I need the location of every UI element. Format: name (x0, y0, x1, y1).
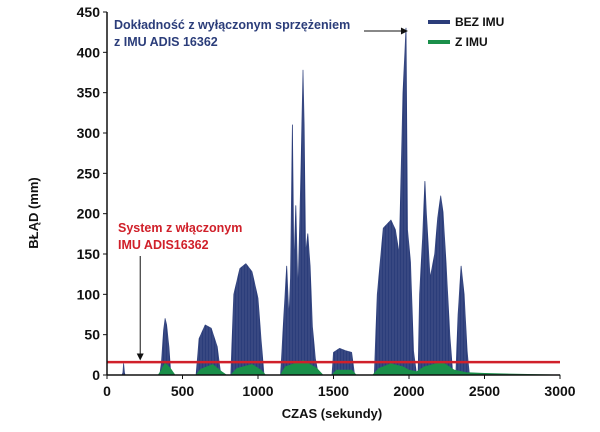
x-tick-label: 2000 (393, 383, 424, 399)
legend-label-z-imu: Z IMU (455, 35, 488, 49)
annotation-top-line-1: Dokładność z wyłączonym sprzężeniem (114, 18, 350, 32)
annotation-bottom-line-1: System z włączonym (118, 221, 242, 235)
y-tick-label: 50 (84, 327, 100, 343)
x-tick-label: 500 (171, 383, 195, 399)
x-axis-label: CZAS (sekundy) (282, 406, 382, 421)
y-tick-label: 450 (77, 4, 101, 20)
y-tick-label: 300 (77, 125, 101, 141)
x-tick-label: 3000 (544, 383, 575, 399)
y-tick-label: 0 (92, 367, 100, 383)
data-layer (106, 12, 561, 376)
x-tick-label: 1000 (242, 383, 273, 399)
x-ticks: 0 500 1000 1500 2000 2500 3000 (103, 375, 576, 399)
y-ticks: 0 50 100 150 200 250 300 350 400 450 (77, 4, 107, 383)
annotation-top-arrowhead (400, 27, 408, 35)
y-tick-label: 350 (77, 85, 101, 101)
annotation-arrows (136, 27, 408, 361)
y-tick-label: 400 (77, 44, 101, 60)
x-tick-label: 2500 (469, 383, 500, 399)
y-tick-label: 100 (77, 286, 101, 302)
annotation-bottom-arrowhead (136, 353, 144, 361)
annotation-bottom-line-2: IMU ADIS16362 (118, 238, 209, 252)
series-area-bez-imu (121, 27, 561, 376)
annotation-top-line-2: z IMU ADIS 16362 (114, 35, 218, 49)
legend-label-bez-imu: BEZ IMU (455, 15, 504, 29)
x-tick-label: 1500 (318, 383, 349, 399)
x-tick-label: 0 (103, 383, 111, 399)
y-tick-label: 250 (77, 165, 101, 181)
series-area-z-imu (106, 360, 561, 376)
y-tick-label: 200 (77, 206, 101, 222)
y-axis-label: BŁĄD (mm) (26, 177, 41, 249)
y-tick-label: 150 (77, 246, 101, 262)
legend: BEZ IMU Z IMU (428, 15, 504, 49)
